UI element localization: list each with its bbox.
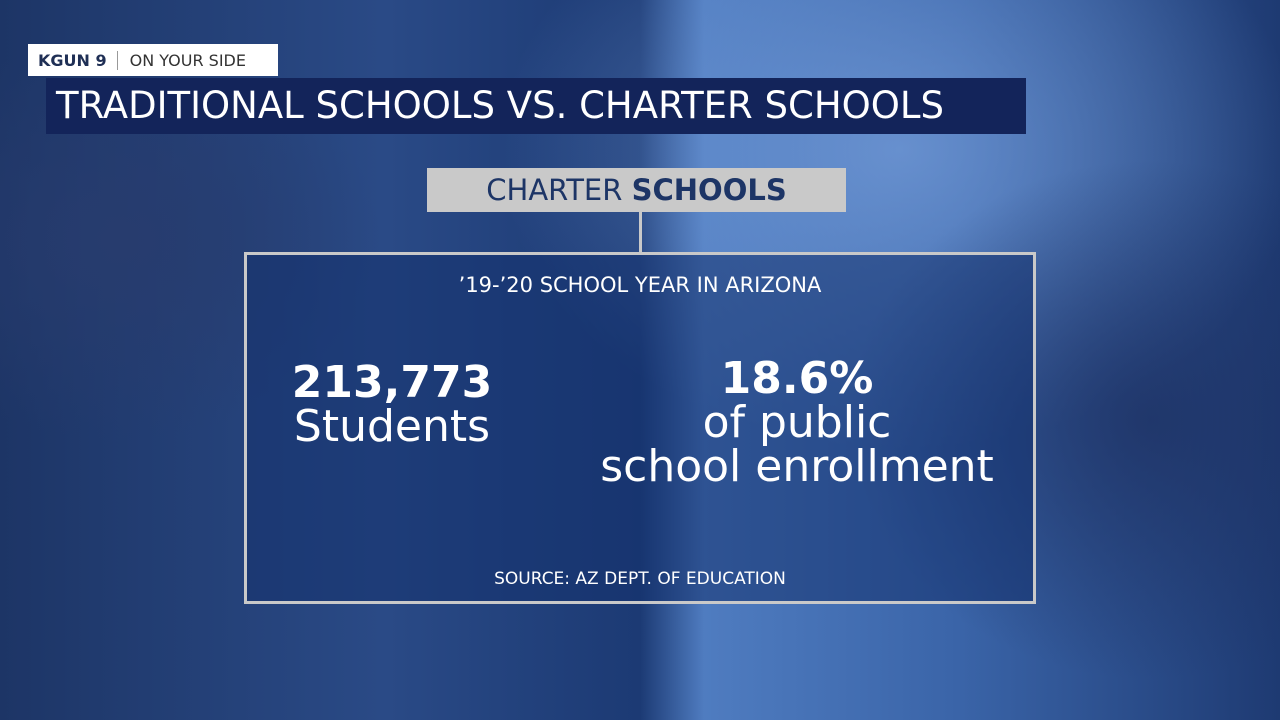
info-panel: ’19-’20 SCHOOL YEAR IN ARIZONA 213,773 St… — [244, 252, 1036, 604]
section-light: CHARTER — [486, 173, 623, 207]
tagline: ON YOUR SIDE — [129, 50, 246, 70]
stat: 18.6% of public school enrollment — [567, 357, 1027, 489]
stat-caption: school enrollment — [600, 441, 994, 492]
brand: KGUN 9 — [28, 50, 118, 70]
section-bold: SCHOOLS — [631, 173, 787, 207]
section-label: CHARTER SCHOOLS — [427, 168, 846, 212]
stat: 213,773 Students — [267, 361, 517, 449]
connector — [639, 212, 642, 252]
stat-value: 213,773 — [291, 357, 493, 408]
headline: TRADITIONAL SCHOOLS VS. CHARTER SCHOOLS — [46, 78, 1026, 134]
station-bug: KGUN 9 ON YOUR SIDE — [28, 44, 278, 76]
stat-value: 18.6% — [720, 353, 874, 404]
stat-caption: of public — [702, 397, 892, 448]
panel-subtitle: ’19-’20 SCHOOL YEAR IN ARIZONA — [458, 273, 822, 297]
stat-caption: Students — [293, 401, 491, 452]
source: SOURCE: AZ DEPT. OF EDUCATION — [494, 569, 786, 589]
